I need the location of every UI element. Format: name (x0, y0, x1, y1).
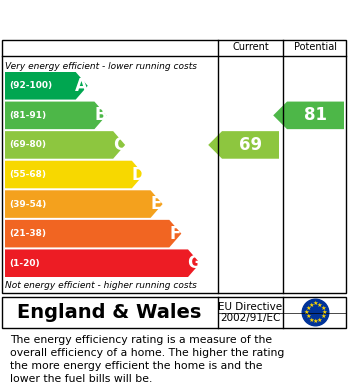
Text: 81: 81 (304, 106, 327, 124)
Text: (1-20): (1-20) (9, 259, 40, 268)
Text: Potential: Potential (294, 42, 337, 52)
Text: ★: ★ (305, 306, 311, 311)
Text: 69: 69 (239, 136, 262, 154)
Text: G: G (187, 254, 201, 272)
Text: ★: ★ (308, 303, 314, 307)
Text: ★: ★ (320, 314, 326, 319)
Text: F: F (169, 225, 181, 243)
Text: ★: ★ (308, 317, 314, 323)
Text: Very energy efficient - lower running costs: Very energy efficient - lower running co… (5, 62, 197, 71)
Text: (81-91): (81-91) (9, 111, 46, 120)
Text: B: B (94, 106, 107, 124)
Polygon shape (5, 102, 106, 129)
Polygon shape (208, 131, 279, 159)
Text: ★: ★ (321, 310, 327, 315)
Polygon shape (5, 190, 163, 218)
Text: D: D (131, 165, 145, 183)
Circle shape (302, 299, 329, 326)
Polygon shape (5, 72, 88, 100)
Polygon shape (5, 131, 125, 159)
Text: A: A (75, 77, 88, 95)
Bar (2, 297, 346, 328)
Text: ★: ★ (317, 317, 323, 323)
Polygon shape (5, 161, 144, 188)
Text: Energy Efficiency Rating: Energy Efficiency Rating (10, 10, 258, 28)
Text: (55-68): (55-68) (9, 170, 46, 179)
Text: (69-80): (69-80) (9, 140, 46, 149)
Text: Not energy efficient - higher running costs: Not energy efficient - higher running co… (5, 281, 197, 290)
Polygon shape (273, 102, 344, 129)
Text: C: C (113, 136, 125, 154)
Text: ★: ★ (317, 303, 323, 307)
Polygon shape (5, 220, 181, 248)
Text: ★: ★ (320, 306, 326, 311)
Text: E: E (151, 195, 162, 213)
Text: ★: ★ (304, 310, 310, 315)
Text: EU Directive
2002/91/EC: EU Directive 2002/91/EC (219, 302, 283, 323)
Text: (39-54): (39-54) (9, 199, 46, 208)
Polygon shape (5, 249, 200, 277)
Text: (92-100): (92-100) (9, 81, 52, 90)
Text: ★: ★ (313, 301, 318, 307)
Text: (21-38): (21-38) (9, 229, 46, 238)
Text: England & Wales: England & Wales (17, 303, 201, 322)
Text: ★: ★ (313, 319, 318, 324)
Text: The energy efficiency rating is a measure of the
overall efficiency of a home. T: The energy efficiency rating is a measur… (10, 335, 285, 384)
Text: Current: Current (232, 42, 269, 52)
Text: ★: ★ (305, 314, 311, 319)
